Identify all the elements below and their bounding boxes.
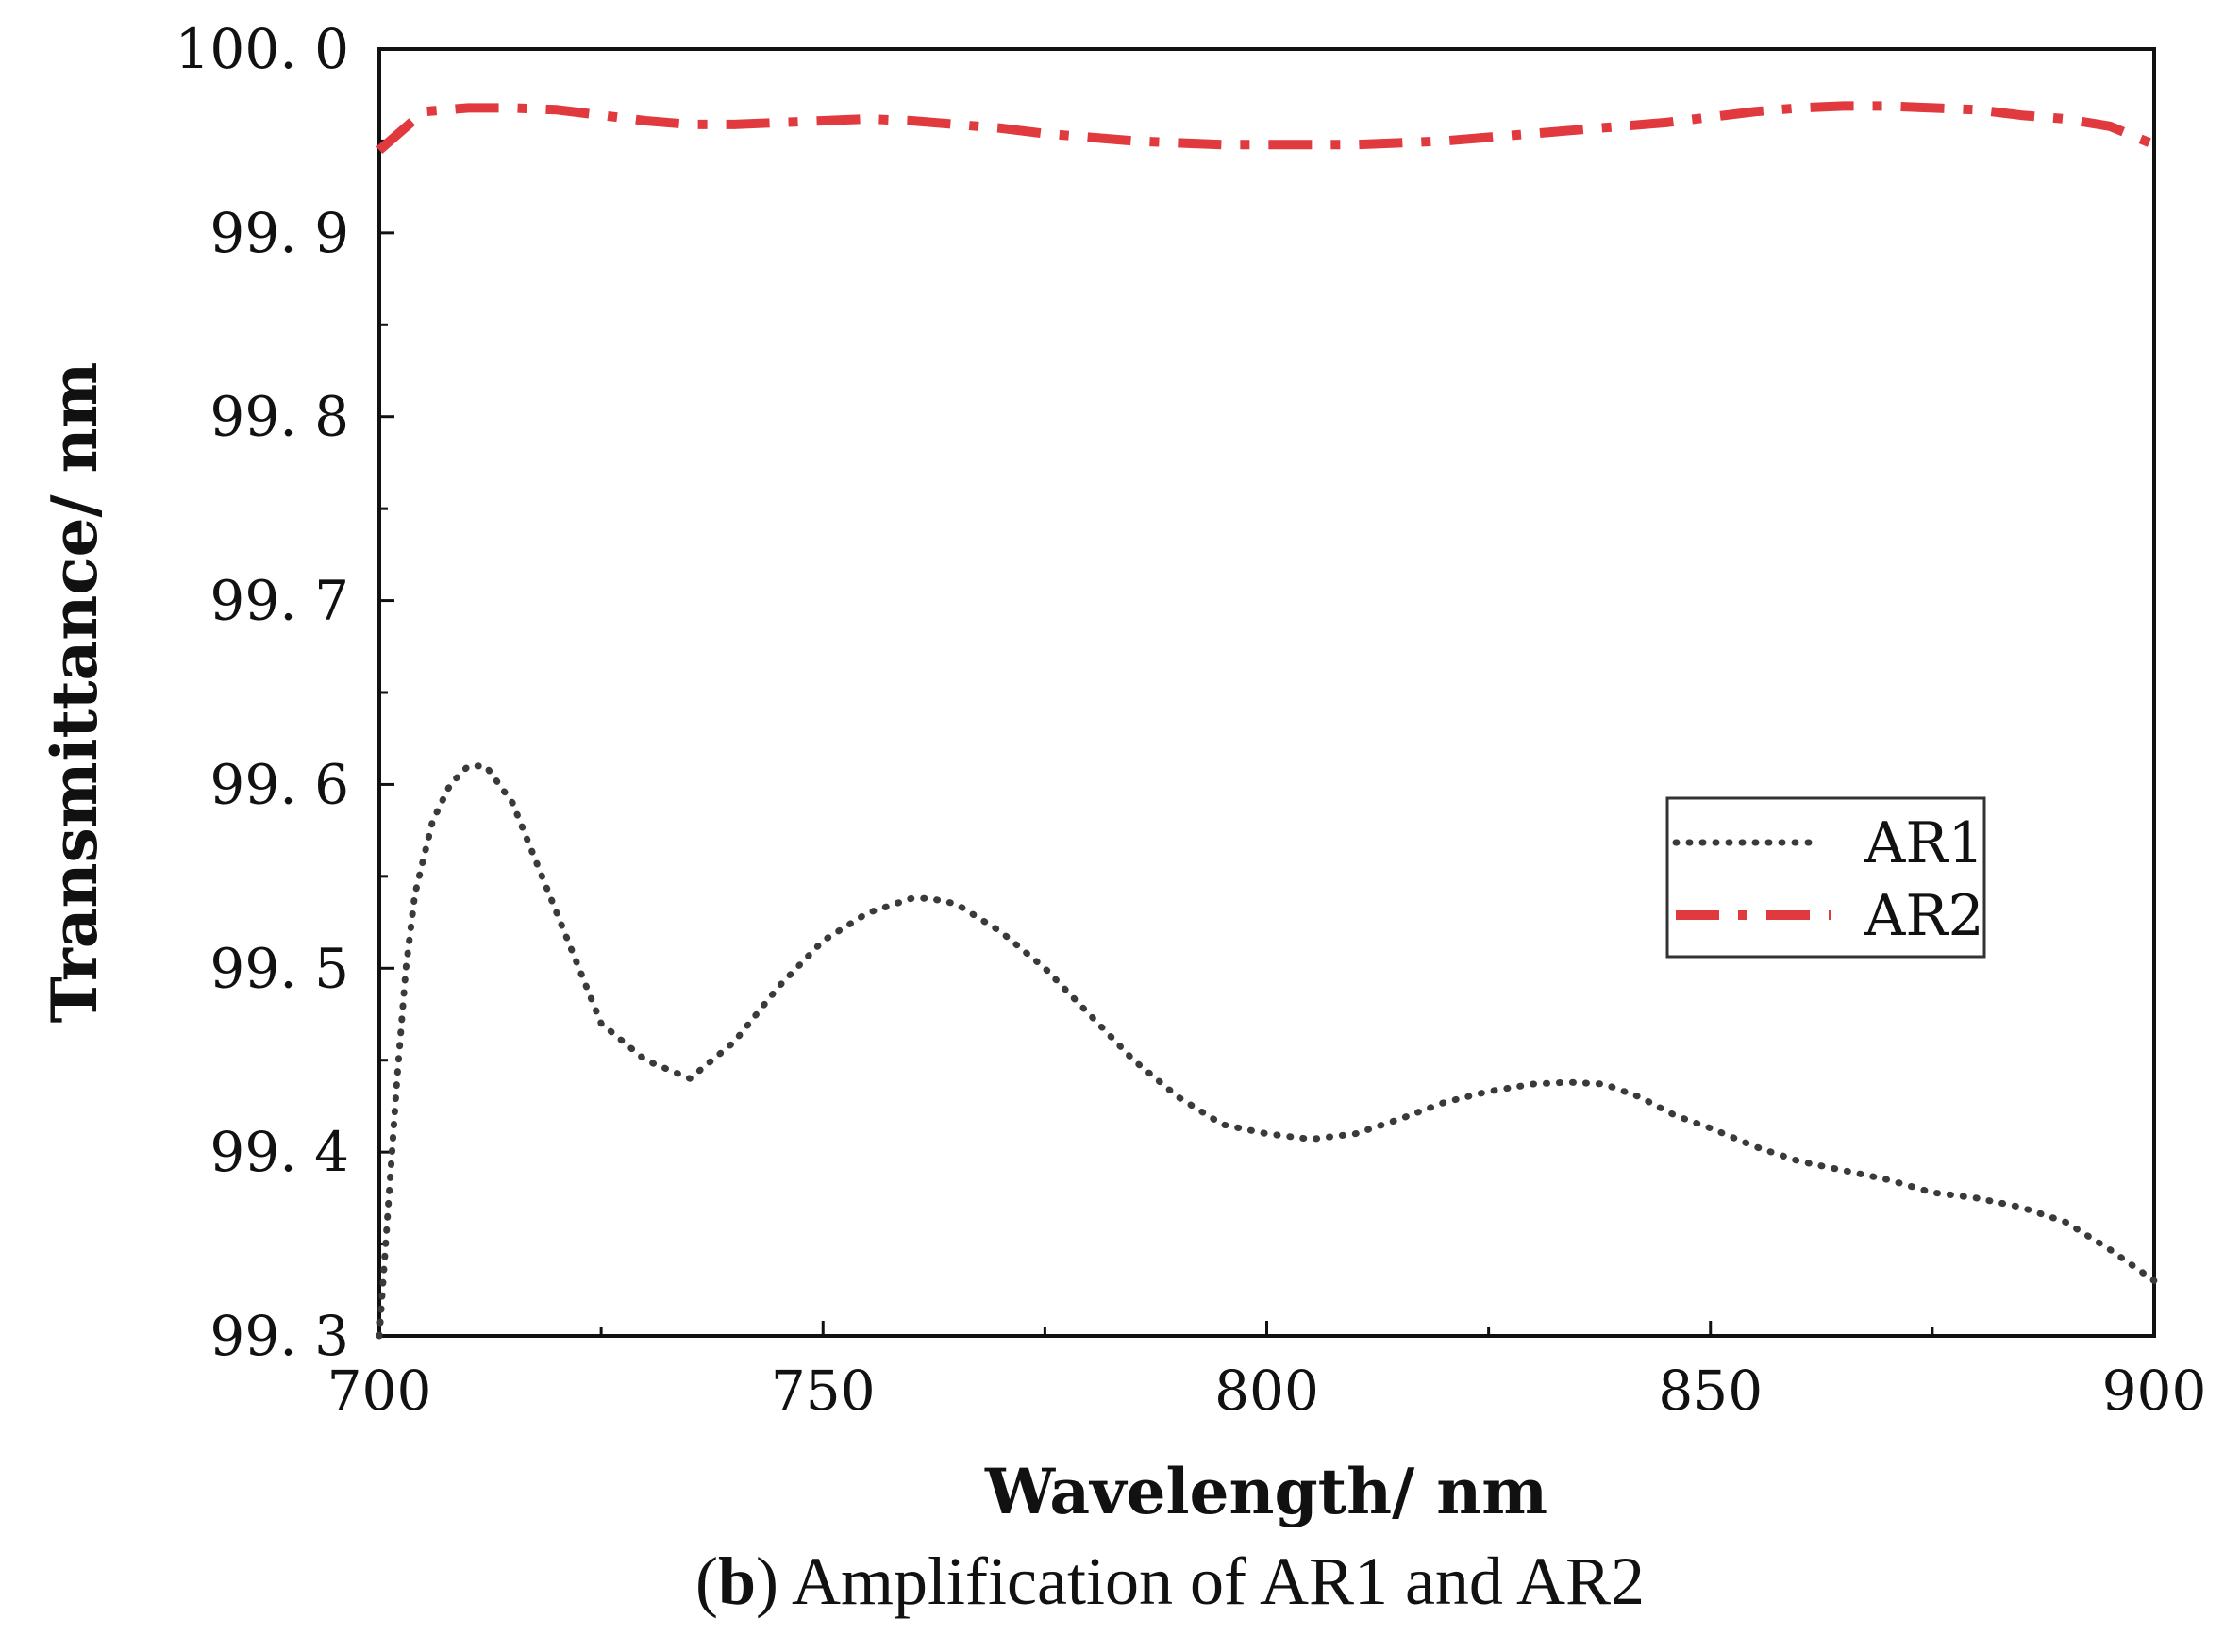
x-tick-label: 850 xyxy=(1658,1359,1763,1423)
y-tick-label: 99. 5 xyxy=(209,936,349,1000)
caption-text: Amplification of AR1 and AR2 xyxy=(778,1544,1645,1619)
x-tick-label: 700 xyxy=(327,1359,432,1423)
y-tick-label: 99. 7 xyxy=(209,569,349,633)
y-tick-label: 99. 6 xyxy=(209,752,349,816)
y-axis-title: Transmittance/ nm xyxy=(38,362,111,1024)
y-tick-label: 99. 9 xyxy=(209,201,349,265)
y-tick-label: 99. 8 xyxy=(209,385,349,449)
y-tick-label: 100. 0 xyxy=(176,17,349,81)
y-axis-ticks: 99. 3 99. 4 99. 5 99. 6 99. 7 99. 8 99. 9 100. … xyxy=(176,17,394,1368)
y-tick-label: 99. 4 xyxy=(209,1120,349,1184)
legend-label-ar1: AR1 xyxy=(1864,810,1984,876)
series-line-ar1 xyxy=(376,762,2158,1340)
legend: AR1 AR2 xyxy=(1665,796,1986,959)
series-line-ar2 xyxy=(376,101,2156,154)
x-axis-title: Wavelength/ nm xyxy=(984,1455,1547,1528)
caption-open-paren: ( xyxy=(695,1544,718,1619)
series-layer xyxy=(376,101,2158,1340)
legend-box xyxy=(1665,796,1986,959)
legend-label-ar2: AR2 xyxy=(1864,883,1984,949)
x-tick-label: 800 xyxy=(1214,1359,1319,1423)
x-tick-label: 900 xyxy=(2102,1359,2207,1423)
x-tick-label: 750 xyxy=(771,1359,876,1423)
caption-close-paren: ) xyxy=(756,1544,778,1619)
caption-letter: b xyxy=(718,1544,756,1619)
y-tick-label: 99. 3 xyxy=(209,1304,349,1368)
figure-caption: (b) Amplification of AR1 and AR2 xyxy=(695,1544,1645,1619)
x-axis-ticks: 700 750 800 850 900 xyxy=(327,1321,2207,1423)
plot-frame xyxy=(377,47,2156,1338)
